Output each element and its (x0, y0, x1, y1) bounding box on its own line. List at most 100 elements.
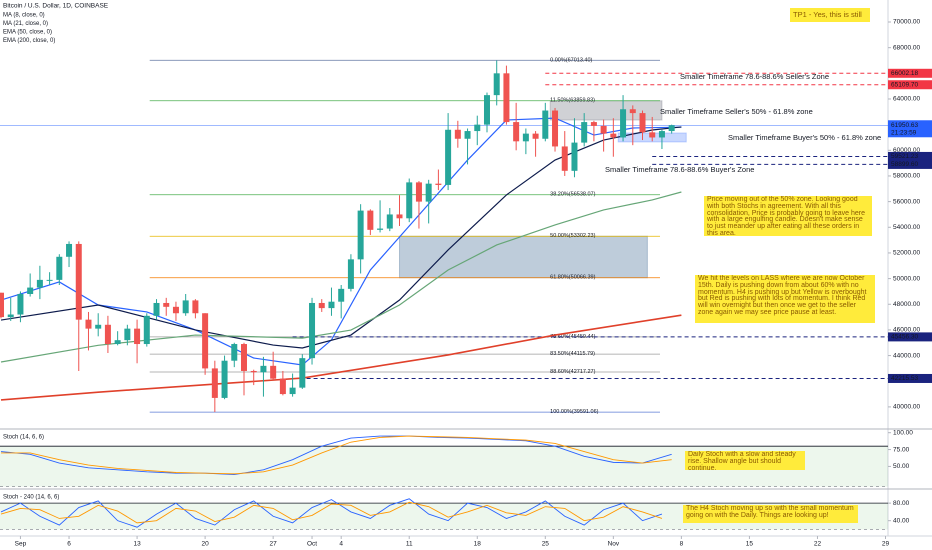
stoch-tick-label: 50.00 (893, 463, 910, 470)
price-label-box (888, 68, 932, 78)
candle-body (483, 95, 490, 125)
y-tick-label: 44000.00 (893, 352, 920, 359)
y-tick-label: 60000.00 (893, 147, 920, 154)
price-label: 59521.23 (891, 153, 918, 160)
last-price-box (888, 120, 932, 138)
candle-body (124, 328, 131, 341)
candle-body (347, 259, 354, 289)
chart-title: Bitcoin / U.S. Dollar, 1D, COINBASE (3, 3, 109, 10)
candle-body (629, 109, 636, 114)
candle-body (493, 73, 500, 96)
candle-body (36, 279, 43, 288)
price-label-box (888, 373, 932, 383)
candle-body (104, 324, 111, 345)
zone-annotation: Smaller Timeframe Buyer's 50% - 61.8% zo… (728, 133, 881, 142)
note: We hit the levels on LASS where we are n… (695, 275, 875, 323)
candle-body (163, 302, 170, 307)
legend-entry: EMA (200, close, 0) (3, 38, 55, 44)
candle-body (357, 210, 364, 260)
candle-body (114, 340, 121, 345)
candle-body (610, 133, 617, 138)
stoch-tick-label: 75.00 (893, 446, 910, 453)
x-tick-label: 15 (746, 541, 754, 548)
note: Daily Stoch with a slow and steady rise.… (685, 451, 805, 470)
price-label: 66002.18 (891, 70, 918, 77)
x-tick-label: 25 (542, 541, 550, 548)
x-tick-label: 11 (406, 541, 413, 548)
candle-body (75, 243, 82, 320)
fib-label: 61.80%(50066.39) (550, 275, 595, 281)
fib-label: 38.20%(56538.07) (550, 192, 595, 198)
candle-body (309, 302, 316, 359)
fib-label: 100.00%(39591.06) (550, 409, 598, 415)
candle-body (211, 368, 218, 398)
pane-title: Stoch (14, 6, 6) (3, 435, 44, 441)
candle-body (406, 182, 413, 219)
note: The H4 Stoch moving up so with the small… (683, 505, 858, 523)
legend-entry: MA (8, close, 0) (3, 13, 45, 19)
candle-body (172, 306, 179, 314)
candle-body (649, 132, 656, 138)
candle-body (250, 370, 257, 373)
y-tick-label: 48000.00 (893, 301, 920, 308)
candle-body (240, 344, 247, 371)
candle-body (581, 122, 588, 143)
candle-body (620, 109, 627, 138)
y-tick-label: 40000.00 (893, 404, 920, 411)
stoch-line (1, 435, 672, 475)
candle-body (445, 129, 452, 185)
y-tick-label: 68000.00 (893, 44, 920, 51)
candle-body (182, 300, 189, 314)
candle-body (328, 301, 335, 309)
fib-label: 11.50%(63859.83) (550, 98, 595, 104)
zone-annotation: Smaller Timeframe 78.6-88.6% Seller's Zo… (680, 72, 829, 81)
candle-body (143, 315, 150, 345)
candle-body (202, 313, 209, 369)
x-tick-label: 20 (201, 541, 209, 548)
price-label-box (888, 332, 932, 342)
candle-body (552, 110, 559, 147)
candle-body (454, 129, 461, 139)
candle-body (532, 133, 539, 139)
x-tick-label: 4 (339, 541, 343, 548)
pane-title: Stoch - 240 (14, 6, 6) (3, 495, 59, 501)
stoch-line (0, 435, 672, 475)
candle-body (318, 302, 325, 309)
candle-body (386, 214, 393, 229)
candle-body (27, 287, 34, 294)
x-tick-label: 6 (67, 541, 71, 548)
candle-body (338, 288, 345, 302)
candle-body (66, 243, 73, 257)
stoch-line (0, 498, 663, 528)
candle-body (415, 182, 422, 202)
candle-body (590, 122, 597, 126)
y-tick-label: 58000.00 (893, 173, 920, 180)
stoch-tick-label: 80.00 (893, 500, 910, 507)
x-tick-label: 18 (474, 541, 482, 548)
candle-body (95, 324, 102, 329)
candle-body (474, 124, 481, 132)
candle-body (513, 122, 520, 142)
candle-body (639, 113, 646, 133)
y-tick-label: 46000.00 (893, 327, 920, 334)
candle-body (56, 256, 63, 280)
price-label: 45456.30 (891, 334, 918, 341)
candle-body (668, 125, 675, 132)
zone-box (399, 235, 648, 279)
x-tick-label: Oct (307, 541, 317, 548)
stoch-line (0, 501, 663, 524)
legend-entry: EMA (50, close, 0) (3, 30, 52, 36)
y-tick-label: 54000.00 (893, 224, 920, 231)
note: TP1 - Yes, this is still TP1 lol. (790, 8, 870, 22)
y-tick-label: 52000.00 (893, 250, 920, 257)
candle-body (153, 302, 160, 316)
price-label: 65109.70 (891, 81, 918, 88)
candle-body (221, 360, 228, 398)
ma-line (0, 191, 682, 363)
candle-body (299, 358, 306, 388)
candle-body (46, 279, 53, 281)
candle-body (464, 131, 471, 139)
note: Price moving out of the 50% zone. Lookin… (704, 196, 872, 236)
candle-body (503, 73, 510, 123)
